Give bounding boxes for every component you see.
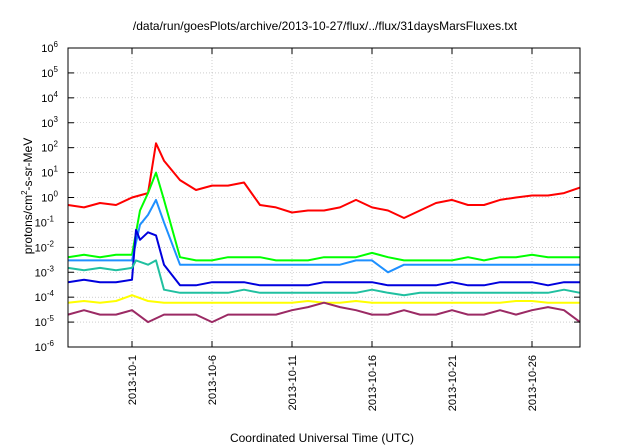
- y-axis-label-prefix: protons/cm: [21, 195, 35, 254]
- y-axis-label-sup: 2: [20, 190, 29, 195]
- y-tick-base: 10: [41, 68, 53, 80]
- y-tick-label: 100: [41, 190, 58, 205]
- y-axis-label-suffix: -s-sr-MeV: [21, 138, 35, 191]
- series-line-6: [67, 294, 580, 304]
- chart-title: /data/run/goesPlots/archive/2013-10-27/f…: [133, 19, 518, 33]
- y-tick-label: 10-3: [35, 264, 55, 279]
- y-tick-exponent: -1: [47, 214, 55, 223]
- y-tick-label: 106: [41, 40, 58, 55]
- y-tick-base: 10: [35, 217, 47, 229]
- y-tick-exponent: -6: [47, 339, 55, 348]
- y-tick-exponent: 2: [54, 140, 59, 149]
- x-tick-label: 2013-10-6: [207, 355, 219, 405]
- x-tick-labels: 2013-10-1 2013-10-6 2013-10-11 2013-10-16 20…: [127, 355, 539, 411]
- grid: [68, 48, 580, 347]
- y-tick-exponent: 5: [54, 65, 59, 74]
- y-tick-exponent: -5: [47, 314, 55, 323]
- y-tick-base: 10: [35, 342, 47, 354]
- y-tick-exponent: -3: [47, 264, 55, 273]
- y-tick-exponent: -4: [47, 289, 55, 298]
- y-tick-exponent: 6: [54, 40, 59, 49]
- y-tick-label: 10-6: [35, 339, 55, 354]
- x-tick-label: 2013-10-21: [447, 355, 459, 411]
- x-axis-label: Coordinated Universal Time (UTC): [230, 431, 414, 445]
- y-tick-exponent: 0: [54, 190, 59, 199]
- series-line-7: [67, 301, 581, 324]
- y-tick-labels: 10-610-510-410-310-210-11001011021031041…: [35, 40, 59, 354]
- y-tick-label: 10-2: [35, 239, 55, 254]
- y-tick-exponent: 4: [54, 90, 59, 99]
- series-group: [67, 142, 581, 324]
- series-line-4: [67, 228, 580, 287]
- series-line-3: [68, 198, 580, 274]
- y-tick-exponent: 3: [54, 115, 59, 124]
- y-tick-base: 10: [35, 292, 47, 304]
- y-tick-label: 103: [41, 115, 58, 130]
- y-tick-base: 10: [41, 93, 53, 105]
- y-tick-base: 10: [41, 143, 53, 155]
- y-tick-label: 10-4: [35, 289, 55, 304]
- y-tick-label: 101: [41, 165, 58, 180]
- series-line-1: [67, 142, 581, 219]
- series-line-2: [67, 171, 580, 262]
- series-line-5: [67, 259, 581, 297]
- y-tick-base: 10: [41, 193, 53, 205]
- x-tick-label: 2013-10-26: [527, 355, 539, 411]
- y-tick-base: 10: [35, 267, 47, 279]
- x-tick-label: 2013-10-1: [127, 355, 139, 405]
- y-tick-label: 102: [41, 140, 58, 155]
- y-tick-exponent: 1: [54, 165, 59, 174]
- y-tick-base: 10: [41, 168, 53, 180]
- y-tick-base: 10: [41, 118, 53, 130]
- y-tick-label: 105: [41, 65, 58, 80]
- x-tick-label: 2013-10-11: [287, 355, 299, 410]
- y-tick-base: 10: [35, 242, 47, 254]
- y-axis-label: protons/cm2-s-sr-MeV: [20, 138, 35, 254]
- x-tick-label: 2013-10-16: [367, 355, 379, 411]
- y-tick-label: 10-5: [35, 314, 55, 329]
- tick-marks: [68, 47, 580, 348]
- y-tick-label: 10-1: [35, 214, 55, 229]
- y-tick-base: 10: [35, 317, 47, 329]
- y-tick-label: 104: [41, 90, 58, 105]
- y-tick-base: 10: [41, 43, 53, 55]
- y-tick-exponent: -2: [47, 239, 55, 248]
